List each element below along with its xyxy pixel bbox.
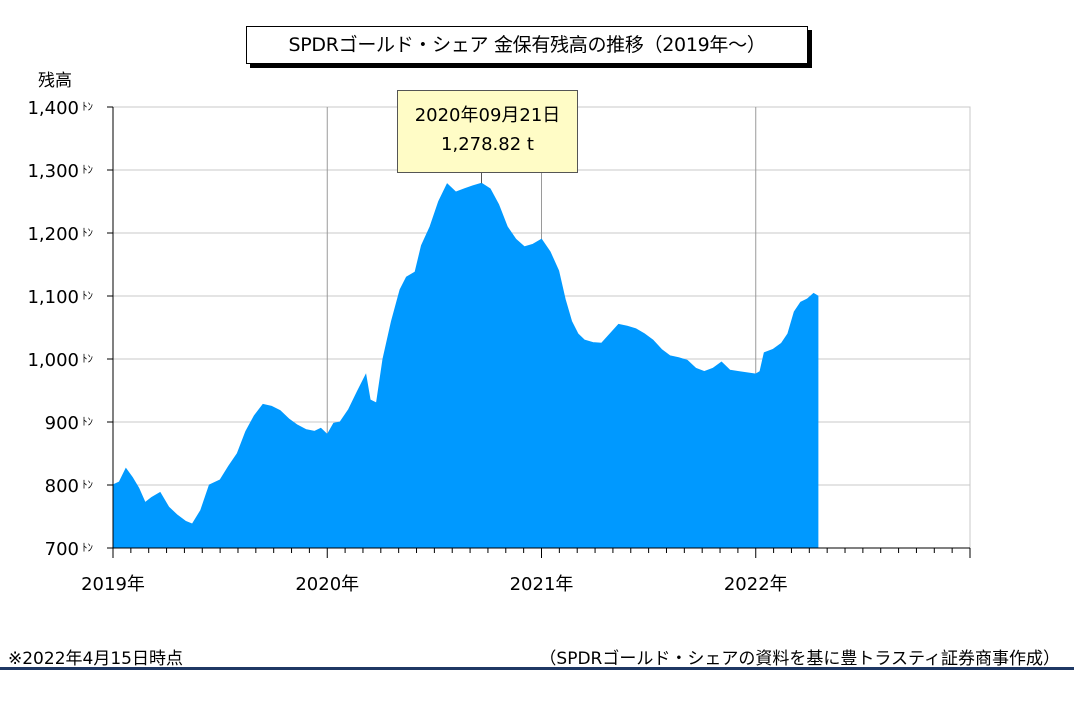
callout-value: 1,278.82 t [441, 134, 534, 155]
y-tick-label: 1,400 [27, 98, 79, 119]
y-tick-unit: ﾄﾝ [82, 541, 93, 554]
chart-title: SPDRゴールド・シェア 金保有残高の推移（2019年〜） [246, 26, 808, 64]
footnote: ※2022年4月15日時点 [8, 649, 183, 669]
y-tick-label: 1,300 [27, 161, 79, 182]
source-note: （SPDRゴールド・シェアの資料を基に豊トラスティ証券商事作成） [539, 649, 1060, 669]
callout-date: 2020年09月21日 [414, 105, 561, 126]
y-tick-unit: ﾄﾝ [82, 415, 93, 428]
y-tick-label: 1,000 [27, 350, 79, 371]
y-tick-unit: ﾄﾝ [82, 352, 93, 365]
y-tick-unit: ﾄﾝ [82, 163, 93, 176]
bottom-rule [0, 667, 1074, 670]
highlight-callout: 2020年09月21日 1,278.82 t [397, 90, 578, 173]
y-tick-unit: ﾄﾝ [82, 289, 93, 302]
y-tick-label: 900 [45, 413, 79, 434]
x-tick-label: 2021年 [510, 574, 574, 595]
x-tick-label: 2022年 [724, 574, 788, 595]
y-tick-unit: ﾄﾝ [82, 478, 93, 491]
x-tick-label: 2020年 [295, 574, 359, 595]
y-tick-unit: ﾄﾝ [82, 226, 93, 239]
x-tick-label: 2019年 [81, 574, 145, 595]
y-axis-label: 残高 [38, 71, 72, 91]
y-tick-label: 1,200 [27, 224, 79, 245]
y-tick-unit: ﾄﾝ [82, 100, 93, 113]
y-tick-label: 800 [45, 476, 79, 497]
holdings-area [112, 182, 819, 549]
y-tick-label: 1,100 [27, 287, 79, 308]
y-tick-label: 700 [45, 539, 79, 560]
